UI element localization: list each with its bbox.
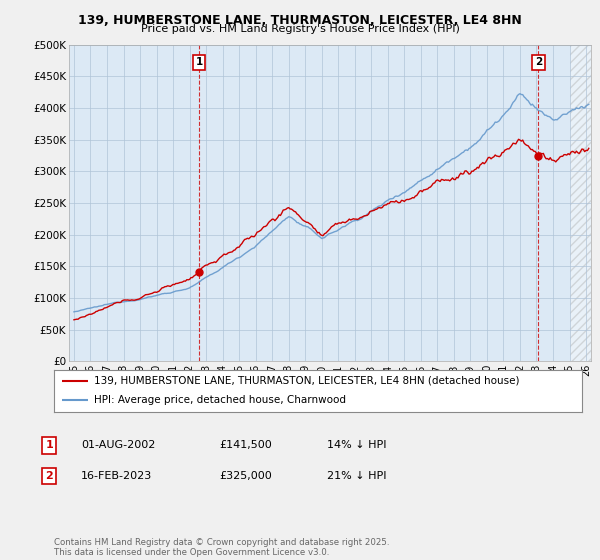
Text: 1: 1 xyxy=(196,57,203,67)
Text: HPI: Average price, detached house, Charnwood: HPI: Average price, detached house, Char… xyxy=(94,395,346,405)
Text: Price paid vs. HM Land Registry's House Price Index (HPI): Price paid vs. HM Land Registry's House … xyxy=(140,24,460,34)
Text: 1: 1 xyxy=(46,440,53,450)
Text: 2: 2 xyxy=(535,57,542,67)
Text: 01-AUG-2002: 01-AUG-2002 xyxy=(81,440,155,450)
Text: 139, HUMBERSTONE LANE, THURMASTON, LEICESTER, LE4 8HN (detached house): 139, HUMBERSTONE LANE, THURMASTON, LEICE… xyxy=(94,376,519,386)
Text: £141,500: £141,500 xyxy=(219,440,272,450)
Text: 139, HUMBERSTONE LANE, THURMASTON, LEICESTER, LE4 8HN: 139, HUMBERSTONE LANE, THURMASTON, LEICE… xyxy=(78,14,522,27)
Text: 21% ↓ HPI: 21% ↓ HPI xyxy=(327,471,386,481)
Text: 16-FEB-2023: 16-FEB-2023 xyxy=(81,471,152,481)
Text: Contains HM Land Registry data © Crown copyright and database right 2025.
This d: Contains HM Land Registry data © Crown c… xyxy=(54,538,389,557)
Text: 2: 2 xyxy=(46,471,53,481)
Text: £325,000: £325,000 xyxy=(219,471,272,481)
Text: 14% ↓ HPI: 14% ↓ HPI xyxy=(327,440,386,450)
